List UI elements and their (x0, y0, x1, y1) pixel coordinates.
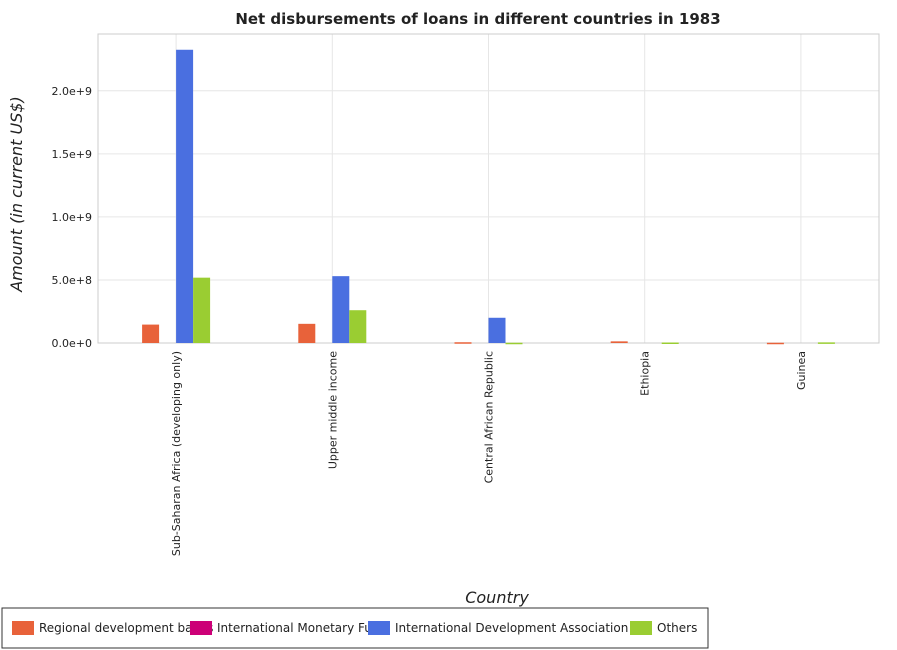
x-tick-label-0: Sub-Saharan Africa (developing only) (170, 351, 183, 556)
legend-swatch-3 (630, 621, 652, 635)
bar-3-4 (817, 342, 835, 344)
legend: Regional development banks International … (1, 607, 709, 649)
y-axis-label: Amount (in current US$) (7, 96, 26, 293)
grid-lines (98, 34, 879, 344)
legend-label-0: Regional development banks (39, 621, 213, 635)
y-tick-label-0: 0.0e+0 (52, 337, 92, 350)
bar-0-2 (454, 342, 472, 344)
x-tick-label-4: Guinea (795, 351, 808, 390)
y-tick-label-4: 2.0e+9 (52, 85, 92, 98)
legend-swatch-1 (190, 621, 212, 635)
y-tick-label-2: 1.0e+9 (52, 211, 92, 224)
bar-3-2 (505, 342, 523, 345)
x-tick-label-2: Central African Republic (483, 351, 496, 483)
x-tick-label-3: Ethiopia (639, 351, 652, 396)
y-tick-label-3: 1.5e+9 (52, 148, 92, 161)
legend-swatch-2 (368, 621, 390, 635)
bar-0-1 (298, 323, 316, 343)
legend-label-3: Others (657, 621, 697, 635)
x-tick-label-1: Upper middle income (326, 351, 339, 469)
x-axis-ticks: Sub-Saharan Africa (developing only) Uppe… (170, 351, 808, 556)
bar-0-4 (766, 342, 784, 345)
bar-2-1 (332, 276, 350, 343)
x-axis-label: Country (465, 588, 529, 607)
y-axis-ticks: 0.0e+0 5.0e+8 1.0e+9 1.5e+9 2.0e+9 (52, 85, 92, 350)
bars (142, 49, 835, 345)
legend-label-1: International Monetary Fund (217, 621, 387, 635)
bar-2-2 (488, 317, 506, 343)
bar-3-3 (661, 342, 679, 344)
legend-swatch-0 (12, 621, 34, 635)
y-tick-label-1: 5.0e+8 (52, 274, 92, 287)
legend-box (1, 607, 709, 649)
bar-3-0 (193, 277, 211, 343)
bar-0-0 (142, 324, 160, 343)
bar-3-1 (349, 310, 367, 343)
bar-2-0 (176, 49, 194, 343)
legend-label-2: International Development Association (395, 621, 628, 635)
bar-0-3 (610, 341, 628, 343)
chart-title: Net disbursements of loans in different … (235, 10, 720, 28)
